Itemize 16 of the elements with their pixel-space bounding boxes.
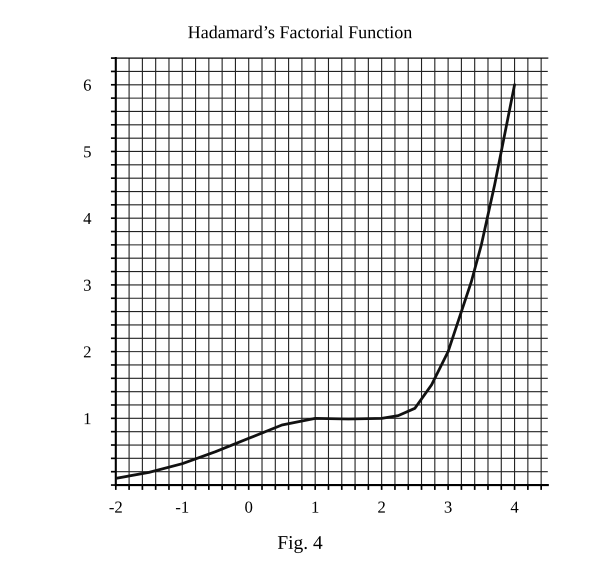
caption: Fig. 4	[278, 536, 322, 554]
y-tick-label: 5	[84, 146, 91, 158]
y-tick-label: 6	[84, 80, 91, 91]
x-tick-label: 1	[312, 502, 318, 513]
x-tick-label: 0	[245, 501, 252, 513]
x-tick-label: -1	[176, 502, 188, 513]
x-tick-label: 4	[510, 502, 518, 513]
x-tick-label: 2	[378, 502, 385, 513]
x-tick-label: -2	[109, 502, 122, 513]
chart-title: Hadamard’s Factorial Function	[188, 26, 412, 38]
line-series	[116, 83, 516, 480]
y-tick-label: 4	[83, 213, 92, 224]
y-tick-label: 1	[84, 413, 90, 424]
x-tick-label: 3	[444, 502, 452, 513]
y-tick-label: 2	[84, 346, 91, 358]
y-tick-label: 3	[84, 280, 91, 291]
